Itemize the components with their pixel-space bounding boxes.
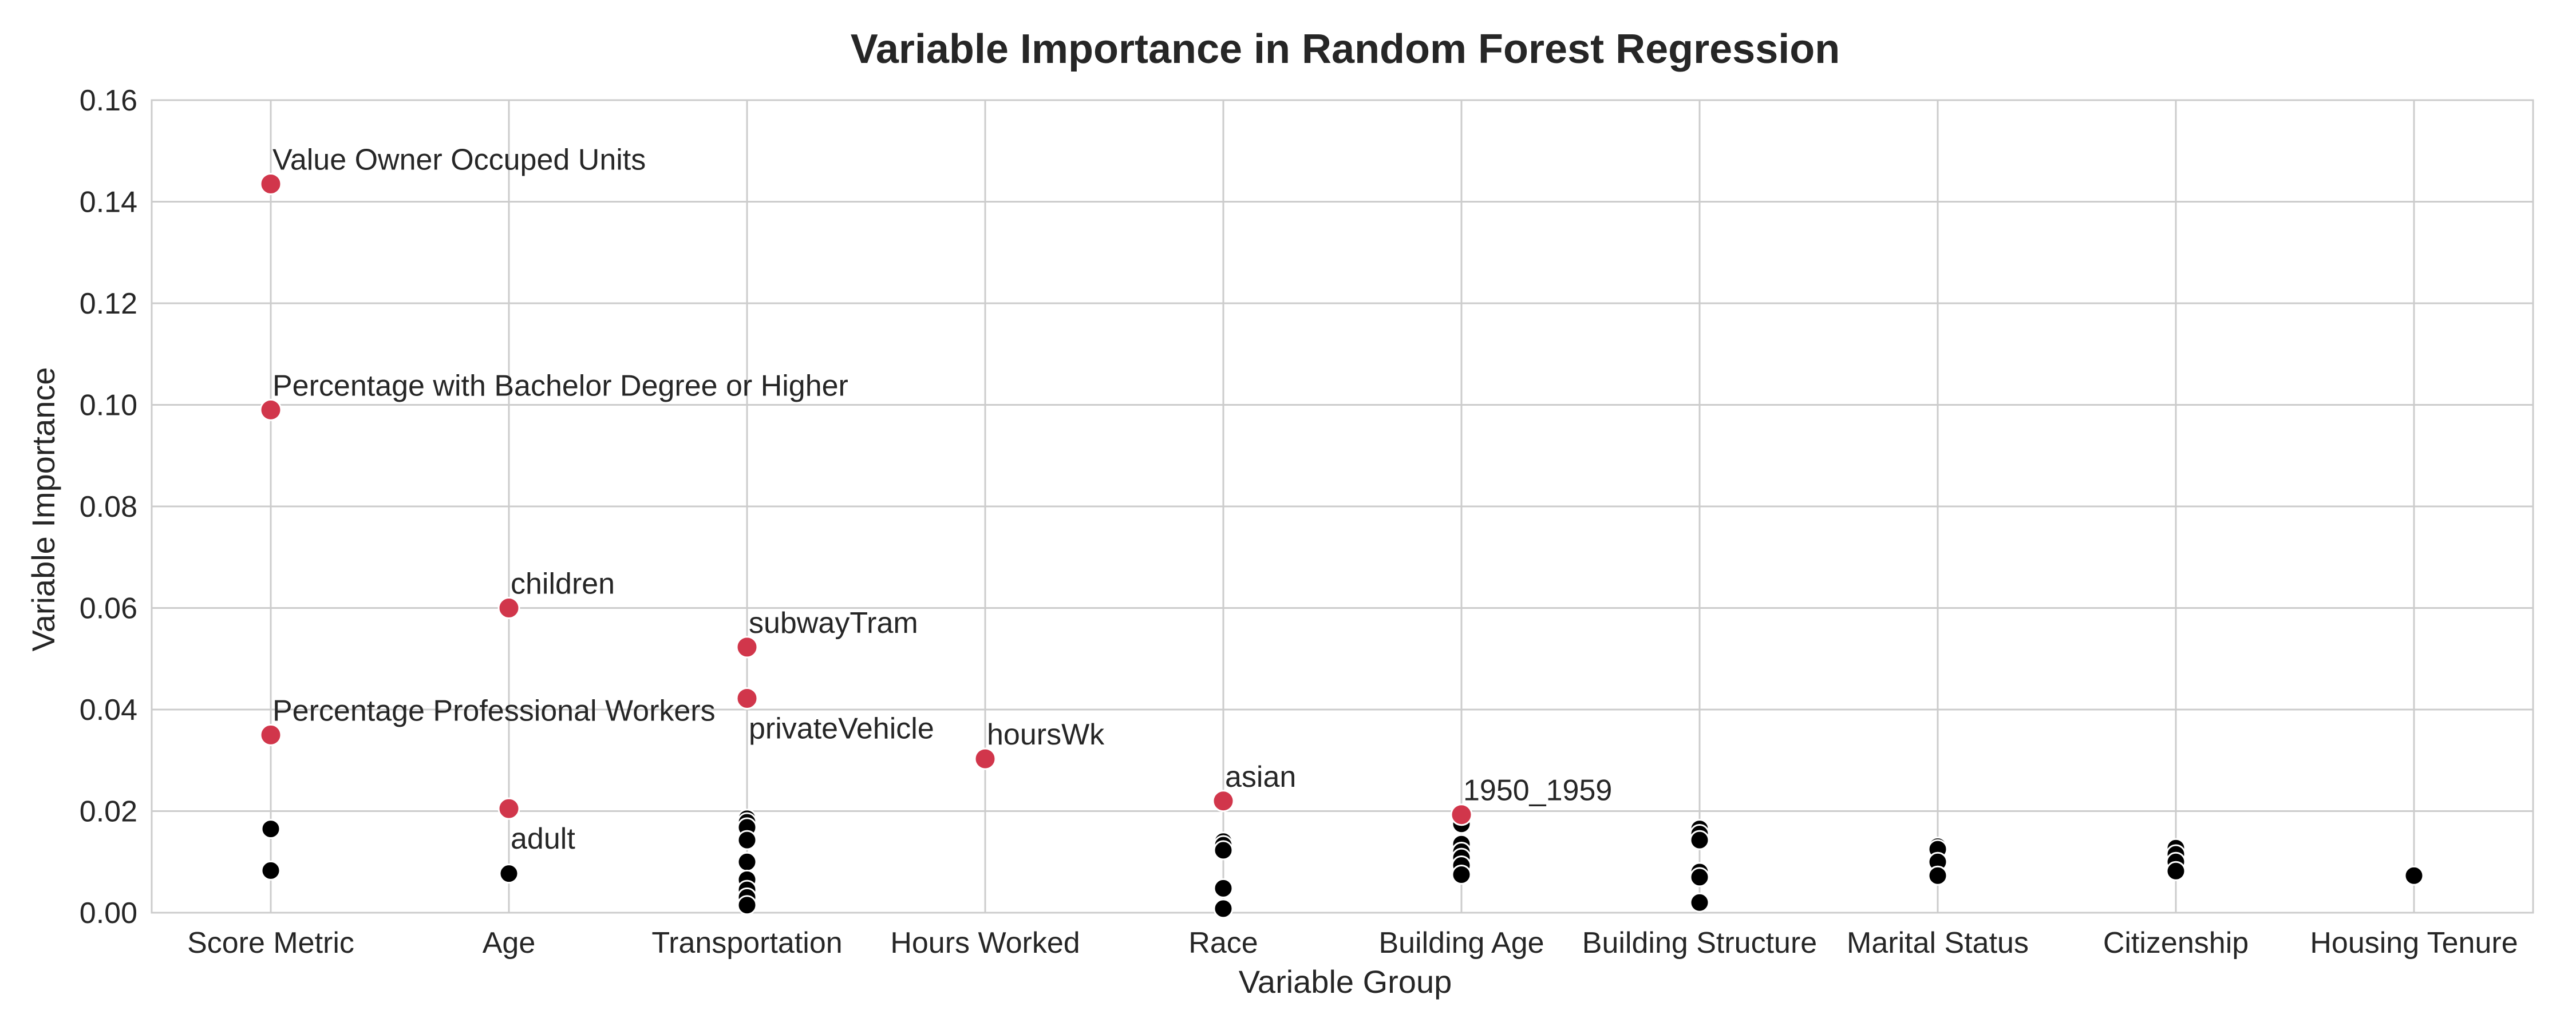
x-tick-label: Age: [483, 926, 536, 960]
data-point: [1213, 840, 1234, 861]
y-tick-label: 0.16: [80, 84, 137, 117]
x-tick-label: Transportation: [651, 926, 842, 960]
data-point: [260, 860, 281, 881]
highlighted-point: [736, 687, 758, 710]
y-tick-label: 0.02: [80, 795, 137, 829]
x-tick-label: Building Age: [1378, 926, 1544, 960]
highlighted-point: [259, 172, 282, 195]
highlighted-point: [497, 797, 520, 820]
y-tick-labels: 0.00 0.02 0.04 0.06 0.08 0.10 0.12 0.14 0.16: [80, 84, 137, 930]
point-annotation: privateVehicle: [749, 712, 934, 745]
point-annotation: children: [511, 568, 615, 601]
plot-frame: [151, 99, 2534, 914]
x-tick-label: Citizenship: [2103, 926, 2249, 960]
data-point: [260, 819, 281, 839]
data-point: [2404, 865, 2424, 886]
highlighted-point: [1450, 803, 1473, 826]
point-annotation: Value Owner Occuped Units: [272, 143, 646, 176]
data-point: [1689, 830, 1710, 850]
y-tick-label: 0.12: [80, 287, 137, 320]
point-annotation: Percentage with Bachelor Degree or Highe…: [272, 369, 848, 402]
data-point: [1927, 865, 1948, 886]
data-point: [2166, 861, 2186, 881]
data-point: [1451, 864, 1472, 885]
x-tick-label: Hours Worked: [890, 926, 1080, 960]
x-tick-label: Housing Tenure: [2310, 926, 2518, 960]
x-axis-label: Variable Group: [1239, 964, 1452, 1000]
x-tick-label: Building Structure: [1582, 926, 1817, 960]
point-annotation: asian: [1225, 760, 1296, 794]
data-point: [1689, 867, 1710, 888]
data-point: [1213, 898, 1234, 919]
data-point: [737, 830, 757, 850]
data-point: [1213, 878, 1234, 898]
y-axis-label: Variable Importance: [25, 367, 61, 652]
y-tick-label: 0.04: [80, 694, 137, 727]
point-annotation: subwayTram: [749, 607, 918, 640]
highlighted-point: [736, 636, 758, 659]
x-tick-label: Score Metric: [187, 926, 354, 960]
x-tick-label: Race: [1188, 926, 1258, 960]
data-point: [737, 895, 757, 916]
highlighted-point: [259, 398, 282, 421]
data-point: [1689, 892, 1710, 913]
data-point: [499, 863, 519, 884]
y-tick-label: 0.06: [80, 592, 137, 625]
x-tick-label: Marital Status: [1847, 926, 2029, 960]
point-annotation: Percentage Professional Workers: [272, 694, 716, 727]
y-tick-label: 0.08: [80, 490, 137, 524]
highlighted-point: [974, 747, 997, 770]
highlighted-point: [497, 597, 520, 619]
highlighted-point: [259, 723, 282, 746]
y-tick-label: 0.10: [80, 389, 137, 422]
data-points: [259, 172, 2424, 919]
point-annotation: 1950_1959: [1463, 774, 1612, 807]
y-tick-label: 0.14: [80, 186, 137, 219]
grid-layer: [151, 99, 2534, 914]
point-annotations: Value Owner Occuped Units Percentage with…: [272, 143, 1612, 855]
x-tick-labels: Score Metric Age Transportation Hours Worke…: [187, 926, 2518, 960]
point-annotation: adult: [511, 822, 575, 855]
highlighted-point: [1212, 790, 1235, 813]
y-tick-label: 0.00: [80, 897, 137, 930]
chart-title: Variable Importance in Random Forest Reg…: [851, 26, 1840, 72]
point-annotation: hoursWk: [987, 718, 1105, 751]
data-point: [737, 851, 757, 872]
